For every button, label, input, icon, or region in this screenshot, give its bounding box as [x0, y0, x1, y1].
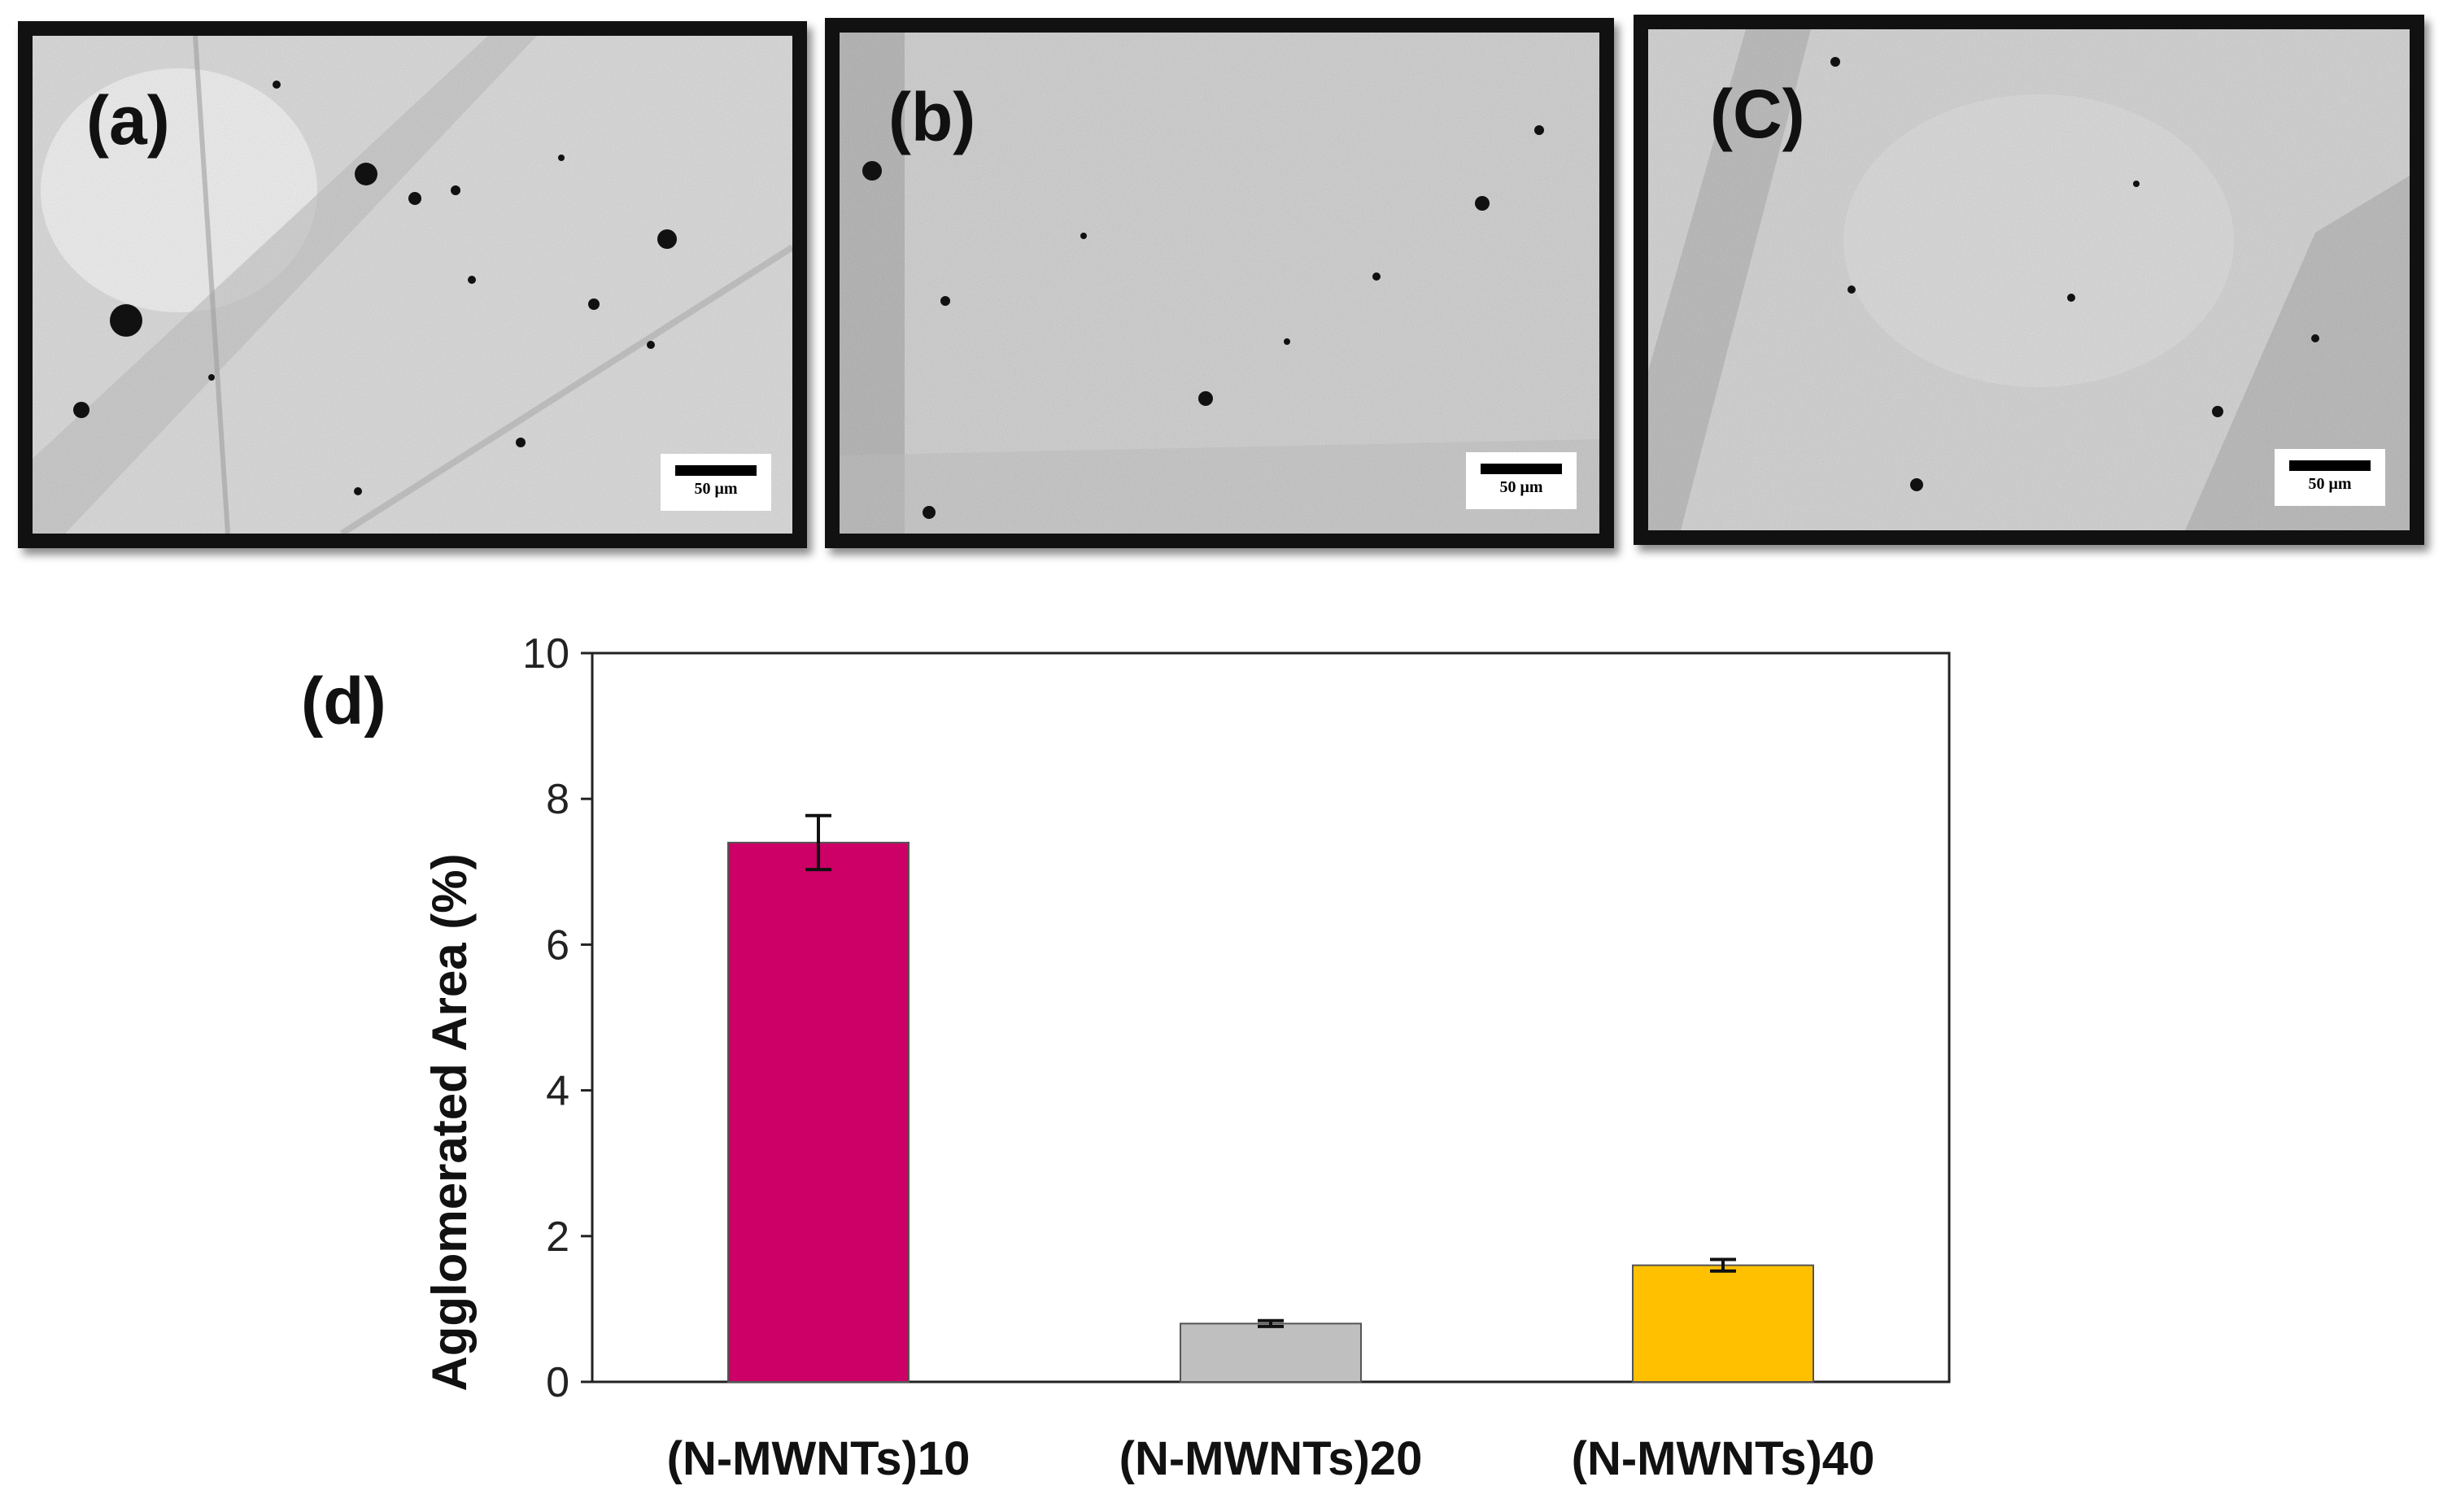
- bar: [1632, 1264, 1814, 1383]
- scale-bar-line: [675, 465, 757, 476]
- scale-bar-a: 50 μm: [661, 454, 771, 511]
- panel-label-a: (a): [86, 82, 170, 159]
- bar: [727, 841, 910, 1383]
- bar: [1180, 1322, 1362, 1383]
- plot-area: 0 2 4 6 8 10 (N-MWNTs)10 (N-MWNTs)20 (N-MWNTs)40: [522, 630, 1951, 1485]
- scale-bar-c: 50 μm: [2275, 449, 2385, 506]
- scale-bar-b: 50 μm: [1466, 452, 1577, 509]
- x-tick-label: (N-MWNTs)10: [667, 1432, 971, 1485]
- y-tick-label: 10: [522, 630, 569, 678]
- panel-label-c: (C): [1710, 76, 1805, 152]
- y-tick-label: 0: [546, 1359, 569, 1406]
- micrograph-a-image: [33, 36, 792, 534]
- y-tick-label: 6: [546, 922, 569, 969]
- micrograph-c-image: [1648, 29, 2410, 530]
- y-tick-label: 2: [546, 1214, 569, 1261]
- scale-bar-label: 50 μm: [2308, 475, 2352, 493]
- x-tick-label: (N-MWNTs)20: [1119, 1432, 1423, 1485]
- micrograph-c: (C) 50 μm: [1634, 15, 2424, 545]
- micrograph-b-image: [840, 33, 1599, 534]
- scale-bar-line: [1481, 464, 1562, 474]
- scale-bar-label: 50 μm: [1499, 478, 1543, 496]
- scale-bar-label: 50 μm: [694, 480, 738, 498]
- y-tick-label: 4: [546, 1068, 569, 1115]
- micrograph-a: (a) 50 μm: [18, 21, 807, 548]
- panel-label-b: (b): [888, 79, 976, 155]
- scale-bar-line: [2289, 460, 2371, 471]
- panel-label-d: (d): [301, 664, 386, 739]
- micrograph-b: (b) 50 μm: [825, 18, 1614, 548]
- agglomerated-area-bar-chart: 0 2 4 6 8 10 (N-MWNTs)10 (N-MWNTs)20 (N-MWNTs)40…: [301, 630, 1951, 1485]
- x-tick-label: (N-MWNTs)40: [1572, 1432, 1875, 1485]
- y-axis-label: Agglomerated Area (%): [422, 853, 477, 1391]
- y-tick-label: 8: [546, 776, 569, 823]
